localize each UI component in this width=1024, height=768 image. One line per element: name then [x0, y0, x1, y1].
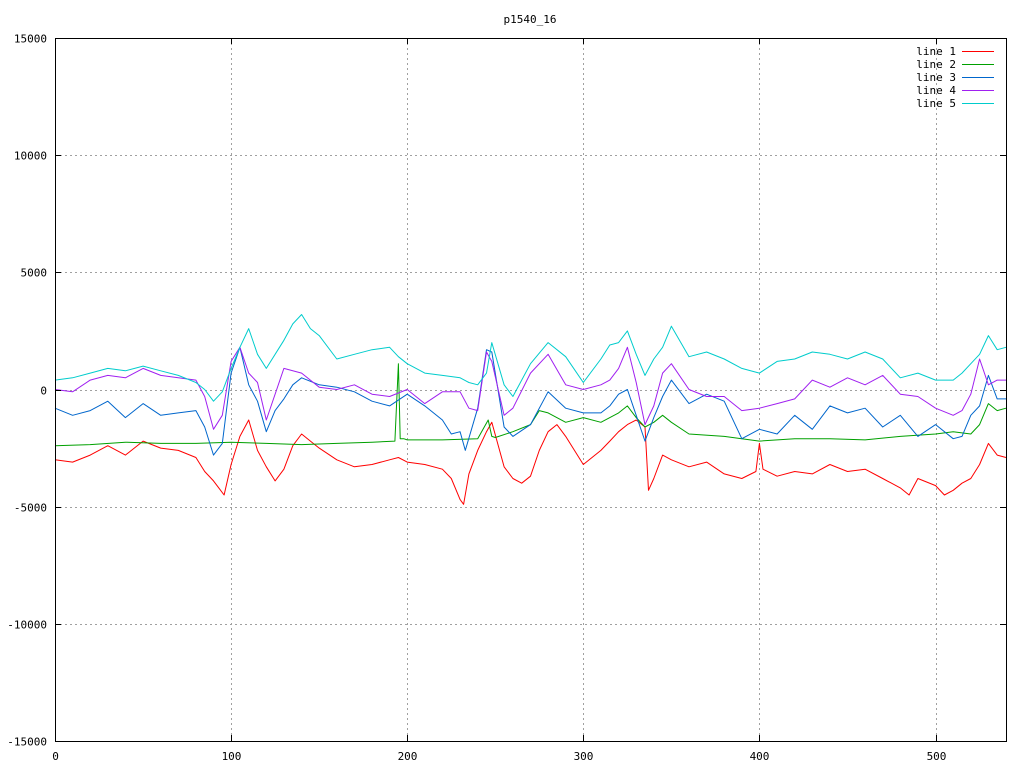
grid	[55, 38, 1006, 741]
x-tick-label: 200	[398, 750, 418, 763]
y-tick-label: 5000	[21, 267, 48, 280]
legend-label: line 2	[916, 58, 956, 71]
x-tick-label: 0	[52, 750, 59, 763]
y-tick-label: -10000	[7, 619, 47, 632]
legend-label: line 4	[916, 84, 956, 97]
series-line-2	[54, 363, 1007, 447]
series-line-1	[54, 419, 1007, 505]
x-tick-label: 100	[222, 750, 242, 763]
chart-title: p1540_16	[504, 13, 557, 26]
x-tick-label: 400	[750, 750, 770, 763]
legend-label: line 1	[916, 45, 956, 58]
y-tick-label: 15000	[14, 33, 47, 46]
series-line-5	[54, 314, 1007, 402]
y-tick-label: -15000	[7, 736, 47, 749]
y-tick-label: 10000	[14, 150, 47, 163]
series-line-4	[54, 346, 1006, 430]
y-tick-label: 0	[40, 385, 47, 398]
x-tick-label: 300	[574, 750, 594, 763]
legend-label: line 3	[916, 71, 956, 84]
x-tick-label: 500	[927, 750, 947, 763]
axis-ticks: 0 100 200 300 400 500 -15000 -10000 -5000 0 5000 10…	[7, 33, 1006, 763]
legend-label: line 5	[916, 97, 956, 110]
series-line-3	[54, 346, 1006, 456]
series-group	[54, 314, 1007, 505]
y-tick-label: -5000	[14, 502, 47, 515]
